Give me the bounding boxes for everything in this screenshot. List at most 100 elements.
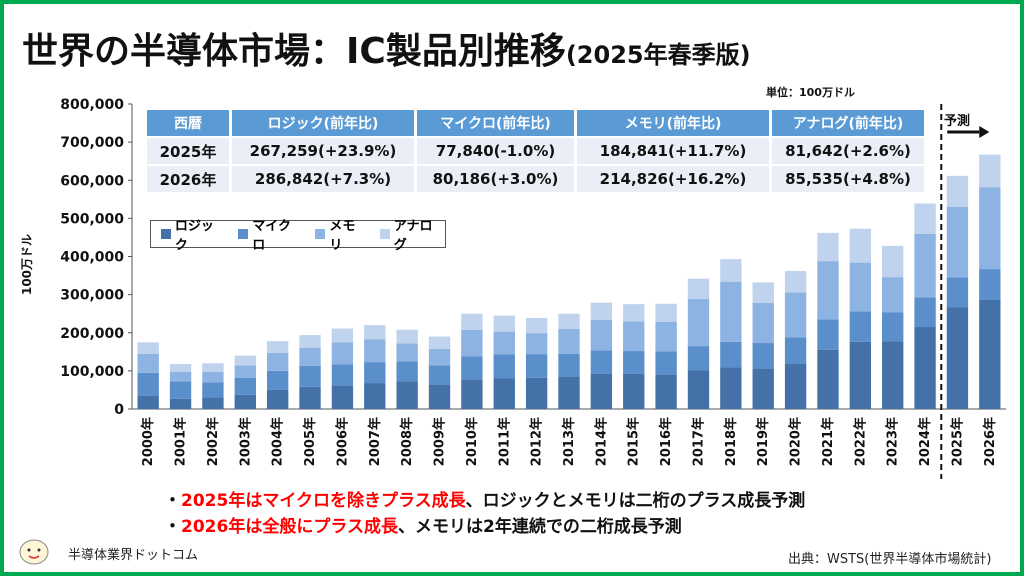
bar-memory: [525, 333, 548, 355]
bar-memory: [137, 353, 159, 373]
table-cell: 80,186(+3.0%): [417, 166, 574, 192]
bar-memory: [169, 372, 192, 382]
bar-memory: [882, 277, 904, 313]
bar-logic: [849, 341, 872, 409]
bar-analog: [202, 363, 224, 373]
note-line: ・2026年は全般にプラス成長、メモリは2年連続での二桁成長予測: [164, 517, 682, 537]
bar-analog: [364, 325, 386, 340]
mascot-logo: [19, 539, 49, 565]
bar-memory: [720, 281, 742, 342]
bar-logic: [687, 370, 710, 409]
bar-micro: [979, 269, 1001, 300]
table-header: メモリ(前年比): [577, 110, 769, 136]
bar-memory: [493, 331, 515, 355]
bar-micro: [590, 350, 613, 374]
bar-analog: [687, 278, 710, 299]
forecast-arrow-head: [979, 126, 990, 138]
forecast-table: 西暦 ロジック(前年比) マイクロ(前年比) メモリ(前年比) アナログ(前年比…: [144, 108, 927, 194]
bar-memory: [849, 262, 872, 312]
bar-micro: [331, 364, 354, 386]
bar-logic: [428, 384, 451, 409]
x-tick-label: 2008年: [399, 417, 415, 466]
x-tick-label: 2012年: [529, 417, 545, 466]
bar-logic: [979, 299, 1001, 409]
bar-memory: [623, 321, 645, 352]
bar-logic: [525, 377, 548, 409]
legend-item-memory: メモリ: [315, 215, 367, 253]
x-tick-label: 2015年: [626, 417, 642, 466]
bar-logic: [558, 376, 580, 409]
source-credit: 出典：WSTS(世界半導体市場統計): [788, 552, 992, 567]
table-cell: 267,259(+23.9%): [232, 138, 414, 164]
bar-memory: [817, 261, 839, 320]
bar-logic: [655, 374, 677, 409]
x-tick-label: 2026年: [982, 417, 998, 466]
bar-memory: [331, 342, 354, 365]
y-tick-label: 500,000: [60, 211, 124, 227]
bar-logic: [590, 373, 613, 409]
bar-analog: [299, 335, 321, 348]
x-tick-label: 2009年: [432, 417, 448, 466]
bar-logic: [461, 379, 483, 409]
x-tick-label: 2000年: [140, 417, 156, 466]
y-tick-label: 400,000: [60, 250, 124, 266]
brand-name: 半導体業界ドットコム: [68, 548, 199, 563]
y-tick-label: 100,000: [60, 364, 124, 380]
bar-micro: [525, 354, 548, 378]
x-tick-label: 2004年: [270, 417, 286, 466]
bar-micro: [914, 297, 936, 328]
bar-analog: [946, 175, 969, 207]
bar-analog: [331, 328, 354, 343]
chart-legend: ロジック マイクロ メモリ アナログ: [150, 219, 446, 253]
x-tick-label: 2020年: [788, 417, 804, 466]
bar-micro: [655, 351, 677, 375]
title-main: 世界の半導体市場：IC製品別推移: [22, 31, 566, 72]
bar-logic: [331, 385, 354, 409]
x-tick-label: 2019年: [755, 417, 771, 466]
bar-memory: [558, 328, 580, 354]
note-line: ・2025年はマイクロを除きプラス成長、ロジックとメモリは二桁のプラス成長予測: [164, 491, 806, 511]
bar-analog: [655, 303, 677, 322]
bar-micro: [461, 356, 483, 380]
x-tick-label: 2025年: [949, 417, 965, 466]
bar-logic: [817, 349, 839, 409]
x-tick-label: 2006年: [334, 417, 350, 466]
bar-memory: [946, 206, 969, 278]
bar-analog: [266, 341, 289, 353]
bar-memory: [687, 298, 710, 347]
bar-logic: [299, 386, 321, 409]
bar-memory: [428, 348, 451, 366]
bar-analog: [979, 154, 1001, 188]
title-sub: (2025年春季版): [565, 41, 751, 69]
bar-chart: 0 100,000 200,000 300,000 400,000 500,000 600,…: [60, 97, 1006, 479]
bar-micro: [687, 346, 710, 371]
bar-memory: [461, 329, 483, 357]
bar-analog: [137, 342, 159, 354]
bar-micro: [428, 365, 451, 385]
x-tick-label: 2014年: [593, 417, 609, 466]
x-tick-label: 2018年: [723, 417, 739, 466]
bar-memory: [590, 319, 613, 351]
legend-item-micro: マイクロ: [238, 215, 303, 253]
x-tick-label: 2002年: [205, 417, 221, 466]
x-tick-label: 2001年: [173, 417, 189, 466]
bar-logic: [720, 367, 742, 409]
bar-logic: [784, 364, 807, 409]
notes: ・2025年はマイクロを除きプラス成長、ロジックとメモリは二桁のプラス成長予測 …: [164, 488, 805, 540]
forecast-label: 予測: [944, 114, 971, 129]
y-tick-label: 0: [114, 402, 124, 418]
bar-analog: [817, 232, 839, 262]
bar-micro: [849, 311, 872, 342]
bar-logic: [266, 389, 289, 409]
bar-memory: [202, 372, 224, 383]
table-header: アナログ(前年比): [772, 110, 924, 136]
table-header: ロジック(前年比): [232, 110, 414, 136]
y-tick-label: 700,000: [60, 135, 124, 151]
bar-logic: [364, 383, 386, 409]
x-tick-label: 2017年: [690, 417, 706, 466]
x-tick-label: 2016年: [658, 417, 674, 466]
table-cell: 184,841(+11.7%): [577, 138, 769, 164]
bar-micro: [169, 381, 192, 399]
bar-analog: [558, 313, 580, 329]
x-tick-label: 2013年: [561, 417, 577, 466]
